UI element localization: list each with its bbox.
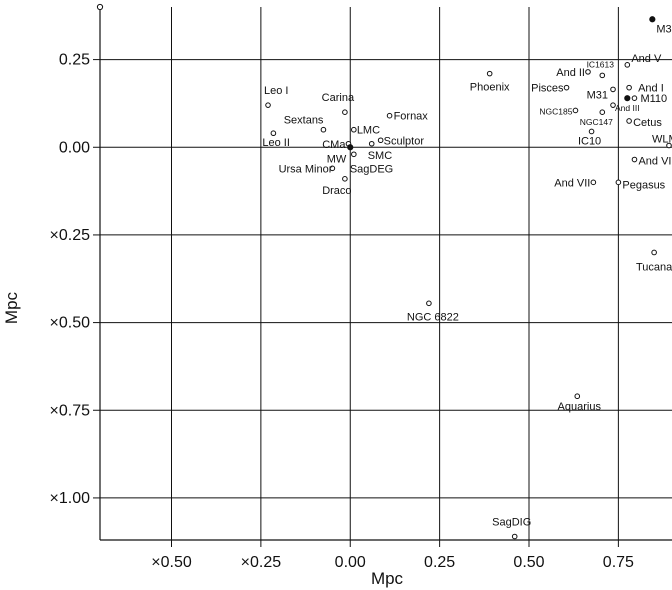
point-smc	[368, 140, 375, 147]
point-ic1613	[599, 72, 606, 79]
point-aquarius	[574, 393, 581, 400]
label-wlm: WLM	[652, 134, 672, 146]
point-and-vii	[590, 179, 597, 186]
point-pisces	[563, 84, 570, 91]
label-and-vii: And VII	[554, 177, 590, 189]
point-pegasus	[615, 179, 622, 186]
label-and-ii: And II	[556, 67, 585, 79]
label-mw: MW	[327, 153, 347, 165]
y-tick-label: ×1.00	[50, 490, 91, 507]
point-m32	[624, 95, 631, 102]
label-leo-i: Leo I	[264, 85, 288, 97]
point-sagdig	[511, 533, 518, 540]
point-lmc	[351, 126, 357, 133]
point-wlm	[666, 142, 672, 149]
point-tucana	[651, 249, 657, 256]
point-leo-i	[265, 102, 271, 108]
point-phoenix	[486, 70, 493, 77]
label-ngc147: NGC147	[580, 117, 613, 127]
label-m110: M110	[640, 93, 667, 105]
point-sextans	[320, 126, 327, 133]
y-tick-label: 0.25	[59, 52, 90, 69]
y-axis-title: Mpc	[2, 291, 21, 324]
point-draco	[342, 176, 348, 182]
point-and-v	[624, 62, 631, 68]
label-sagdeg: SagDEG	[350, 163, 393, 175]
label-and-vi: And VI	[638, 156, 671, 168]
label-aquarius: Aquarius	[558, 401, 602, 413]
x-tick-label: 0.75	[603, 554, 634, 571]
label-cma: CMa	[322, 139, 346, 151]
label-carina: Carina	[322, 92, 355, 104]
tick-labels: ×0.50 ×0.25 0.00 0.25 0.50 0.75 0.25 0.00 ×0.25 ×…	[50, 52, 635, 571]
x-tick-label: 0.00	[335, 554, 366, 571]
label-m33: M33	[656, 23, 672, 35]
x-tick-label: 0.50	[513, 554, 544, 571]
label-fornax: Fornax	[394, 111, 429, 123]
x-tick-label: ×0.25	[241, 554, 282, 571]
label-and-i: And I	[638, 83, 664, 95]
label-cetus: Cetus	[633, 117, 662, 129]
frame-corner-marker	[96, 3, 104, 11]
point-sagdeg	[351, 151, 357, 158]
point-m33	[649, 16, 656, 23]
label-sculptor: Sculptor	[384, 135, 425, 147]
point-cetus	[626, 118, 632, 124]
label-leo-ii: Leo II	[262, 137, 290, 149]
data-points	[265, 16, 672, 540]
point-m110	[631, 95, 638, 101]
label-ic1613: IC1613	[587, 59, 615, 69]
point-and-ii	[585, 69, 591, 75]
y-tick-label: ×0.25	[50, 227, 91, 244]
x-axis-title: Mpc	[371, 569, 404, 588]
y-tick-label: ×0.50	[50, 315, 91, 332]
plot-frame	[96, 3, 672, 541]
point-ngc-6822	[426, 300, 432, 307]
point-sculptor	[377, 137, 384, 144]
label-sagdig: SagDIG	[492, 516, 531, 528]
y-tick-label: ×0.75	[50, 402, 91, 419]
label-lmc: LMC	[357, 125, 380, 137]
point-mw	[347, 144, 354, 151]
point-and-vi	[631, 156, 638, 163]
label-pegasus: Pegasus	[622, 179, 665, 191]
label-sextans: Sextans	[284, 115, 324, 127]
point-m31	[610, 86, 616, 93]
label-smc: SMC	[368, 150, 393, 162]
label-ic10: IC10	[578, 135, 601, 147]
label-ngc185: NGC185	[539, 106, 572, 116]
label-phoenix: Phoenix	[470, 82, 510, 94]
label-m31: M31	[587, 89, 608, 101]
label-ursa-minor: Ursa Minor	[279, 163, 333, 175]
label-pisces: Pisces	[531, 83, 564, 95]
point-carina	[342, 109, 348, 115]
label-draco: Draco	[322, 185, 351, 197]
point-and-i	[626, 84, 632, 91]
point-ngc147	[599, 109, 606, 115]
y-tick-label: 0.00	[59, 139, 90, 156]
point-ursa-minor	[329, 165, 336, 172]
label-and-v: And V	[631, 53, 662, 65]
label-and-iii: And III	[615, 103, 640, 113]
grid-lines	[100, 7, 672, 540]
x-tick-label: 0.25	[424, 554, 455, 571]
x-tick-label: ×0.50	[151, 554, 192, 571]
label-tucana: Tucana	[636, 261, 672, 273]
point-ngc185	[572, 107, 579, 114]
label-ngc-6822: NGC 6822	[407, 311, 459, 323]
point-fornax	[386, 112, 393, 119]
point-leo-ii	[270, 130, 277, 137]
point-ic10	[588, 128, 595, 135]
point-and-iii	[610, 102, 616, 108]
